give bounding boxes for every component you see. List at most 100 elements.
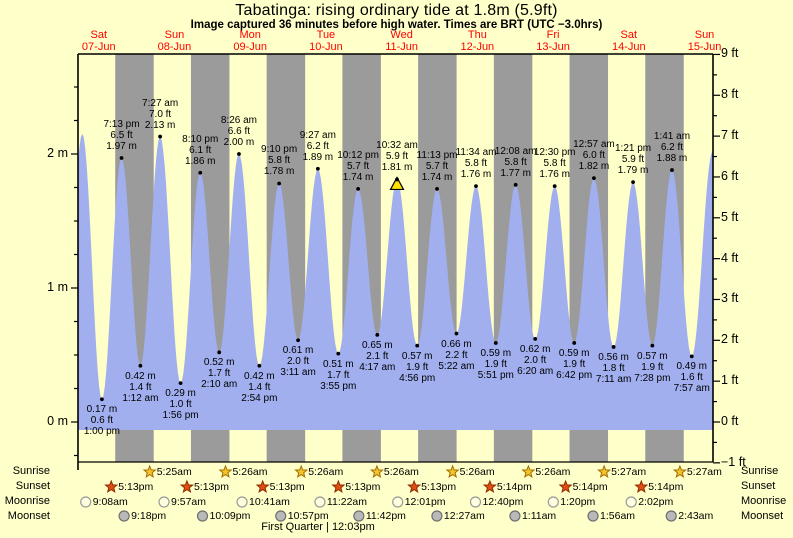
high-tide-annotation: 12:57 am 6.0 ft 1.82 m: [573, 139, 615, 172]
low-tide-annotation: 0.17 m 0.6 ft 1:00 pm: [84, 404, 120, 437]
low-tide-annotation: 0.56 m 1.8 ft 7:11 am: [596, 352, 631, 385]
annotation-line: 5.8 ft: [464, 158, 488, 170]
annotation-line: 7:27 am: [142, 97, 179, 109]
annotation-line: 5.8 ft: [267, 155, 291, 167]
day-label: Sat 07-Jun: [82, 29, 116, 53]
annotation-line: 1.89 m: [302, 151, 334, 163]
annotation-line: 1.82 m: [578, 161, 610, 173]
high-tide-annotation: 8:26 am 6.6 ft 2.00 m: [221, 115, 257, 148]
annotation-line: 0.17 m: [86, 404, 118, 416]
day-label: Fri 13-Jun: [536, 29, 570, 53]
moonrise-time: 12:40pm: [482, 495, 524, 508]
low-tide-annotation: 0.42 m 1.4 ft 1:12 am: [122, 371, 158, 404]
sunset-icon: [179, 479, 195, 494]
sunset-time: 5:13pm: [118, 480, 154, 493]
day-date: 14-Jun: [611, 40, 646, 53]
annotation-line: 1.8 ft: [602, 362, 625, 374]
tide-extremum-dot: [513, 182, 518, 187]
annotation-line: 1.78 m: [263, 166, 295, 178]
day-date: 13-Jun: [536, 40, 570, 53]
annotation-line: 1.6 ft: [680, 372, 703, 384]
annotation-line: 9:10 pm: [261, 144, 298, 156]
annotation-line: 12:57 am: [573, 139, 615, 151]
low-tide-annotation: 0.29 m 1.0 ft 1:56 pm: [163, 388, 199, 421]
annotation-line: 2.0 ft: [286, 356, 310, 368]
annotation-line: 11:13 pm: [416, 149, 458, 161]
annotation-line: 5.9 ft: [621, 154, 645, 166]
day-label: Thu 12-Jun: [461, 29, 495, 53]
sunrise-row-label: Sunrise: [12, 465, 50, 477]
moonset-icon: [431, 510, 443, 522]
day-date: 10-Jun: [309, 40, 343, 53]
moonset-icon: [665, 510, 677, 522]
annotation-line: 7:57 am: [673, 383, 710, 395]
annotation-line: 0.42 m: [125, 370, 156, 382]
tide-extremum-dot: [572, 341, 577, 345]
annotation-line: 6.2 ft: [660, 142, 684, 154]
current-tide-marker: [389, 176, 405, 191]
moonrise-icon: [236, 496, 248, 508]
low-tide-annotation: 0.59 m 1.9 ft 5:51 pm: [478, 348, 514, 381]
annotation-line: 6.2 ft: [306, 140, 329, 152]
annotation-line: 0.66 m: [441, 338, 472, 350]
sunrise-time: 5:27am: [611, 465, 647, 478]
annotation-line: 1.76 m: [460, 169, 492, 181]
annotation-line: 10:32 am: [376, 140, 418, 152]
annotation-line: 7.0 ft: [148, 108, 172, 120]
annotation-line: 12:08 am: [494, 145, 537, 157]
tide-extremum-dot: [198, 170, 203, 175]
tide-extremum-dot: [435, 186, 439, 191]
moonset-time: 11:42pm: [365, 509, 406, 522]
high-tide-annotation: 7:27 am 7.0 ft 2.13 m: [142, 98, 178, 131]
tide-extremum-dot: [395, 177, 399, 182]
sunset-time: 5:14pm: [648, 480, 684, 493]
sunrise-icon: [445, 464, 460, 479]
left-axis-label: 0 m: [47, 414, 68, 428]
day-name: Mon: [239, 29, 261, 41]
day-name: Tue: [316, 29, 336, 41]
tide-extremum-dot: [415, 343, 420, 348]
annotation-line: 0.49 m: [676, 361, 708, 373]
annotation-line: 6.0 ft: [582, 150, 606, 162]
high-tide-annotation: 9:10 pm 5.8 ft 1.78 m: [261, 144, 297, 177]
tide-extremum-dot: [178, 381, 183, 386]
moonrise-icon: [469, 496, 482, 508]
sunrise-time: 5:26am: [535, 465, 571, 478]
day-name: Sat: [90, 29, 108, 41]
left-axis-label: 1 m: [47, 280, 68, 294]
annotation-line: 1:21 pm: [614, 143, 652, 155]
right-axis-label: −1 ft: [721, 454, 746, 469]
annotation-line: 1.4 ft: [248, 381, 271, 393]
sunset-row-label: Sunset: [15, 480, 50, 492]
right-axis-label: 4 ft: [721, 250, 739, 265]
tide-extremum-dot: [119, 156, 124, 160]
day-name: Sat: [620, 29, 638, 41]
right-axis-label: 2 ft: [721, 332, 739, 347]
day-date: 11-Jun: [385, 40, 419, 53]
annotation-line: 2:54 pm: [241, 392, 278, 404]
low-tide-annotation: 0.42 m 1.4 ft 2:54 pm: [241, 371, 277, 404]
sunset-icon: [558, 479, 573, 494]
annotation-line: 6:20 am: [517, 365, 554, 377]
annotation-line: 3:55 pm: [320, 380, 357, 392]
annotation-line: 4:17 am: [359, 361, 396, 373]
annotation-line: 0.56 m: [598, 351, 629, 363]
annotation-line: 6.1 ft: [189, 144, 212, 156]
annotation-line: 1:56 pm: [162, 410, 199, 422]
annotation-line: 1.76 m: [539, 169, 570, 181]
sunset-icon: [104, 479, 119, 494]
annotation-line: 1.86 m: [184, 155, 216, 167]
annotation-line: 5.7 ft: [346, 160, 370, 172]
high-tide-annotation: 8:10 pm 6.1 ft 1.86 m: [182, 134, 218, 167]
annotation-line: 2.2 ft: [445, 349, 468, 361]
annotation-line: 10:12 pm: [337, 149, 379, 161]
annotation-line: 0.51 m: [322, 358, 354, 370]
high-tide-annotation: 1:41 am 6.2 ft 1.88 m: [654, 131, 690, 164]
sunrise-icon: [597, 464, 612, 479]
high-tide-annotation: 10:12 pm 5.7 ft 1.74 m: [337, 150, 379, 183]
moonrise-time: 12:01pm: [404, 495, 446, 508]
annotation-line: 0.61 m: [282, 345, 314, 357]
annotation-line: 0.6 ft: [90, 415, 114, 427]
